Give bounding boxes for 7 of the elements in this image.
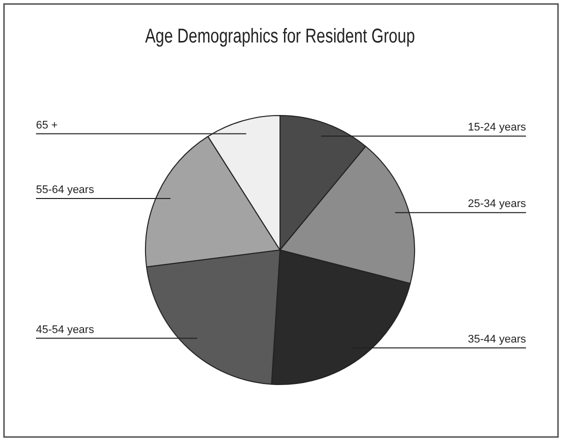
slice-label: 65 + [36,119,58,132]
slice-label: 55-64 years [36,184,95,196]
slice-label: 15-24 years [468,122,526,134]
slice-label: 35-44 years [468,333,526,346]
slice-label: 45-54 years [36,324,95,336]
slice-label: 25-34 years [468,198,526,210]
chart-title: Age Demographics for Resident Group [145,24,415,47]
